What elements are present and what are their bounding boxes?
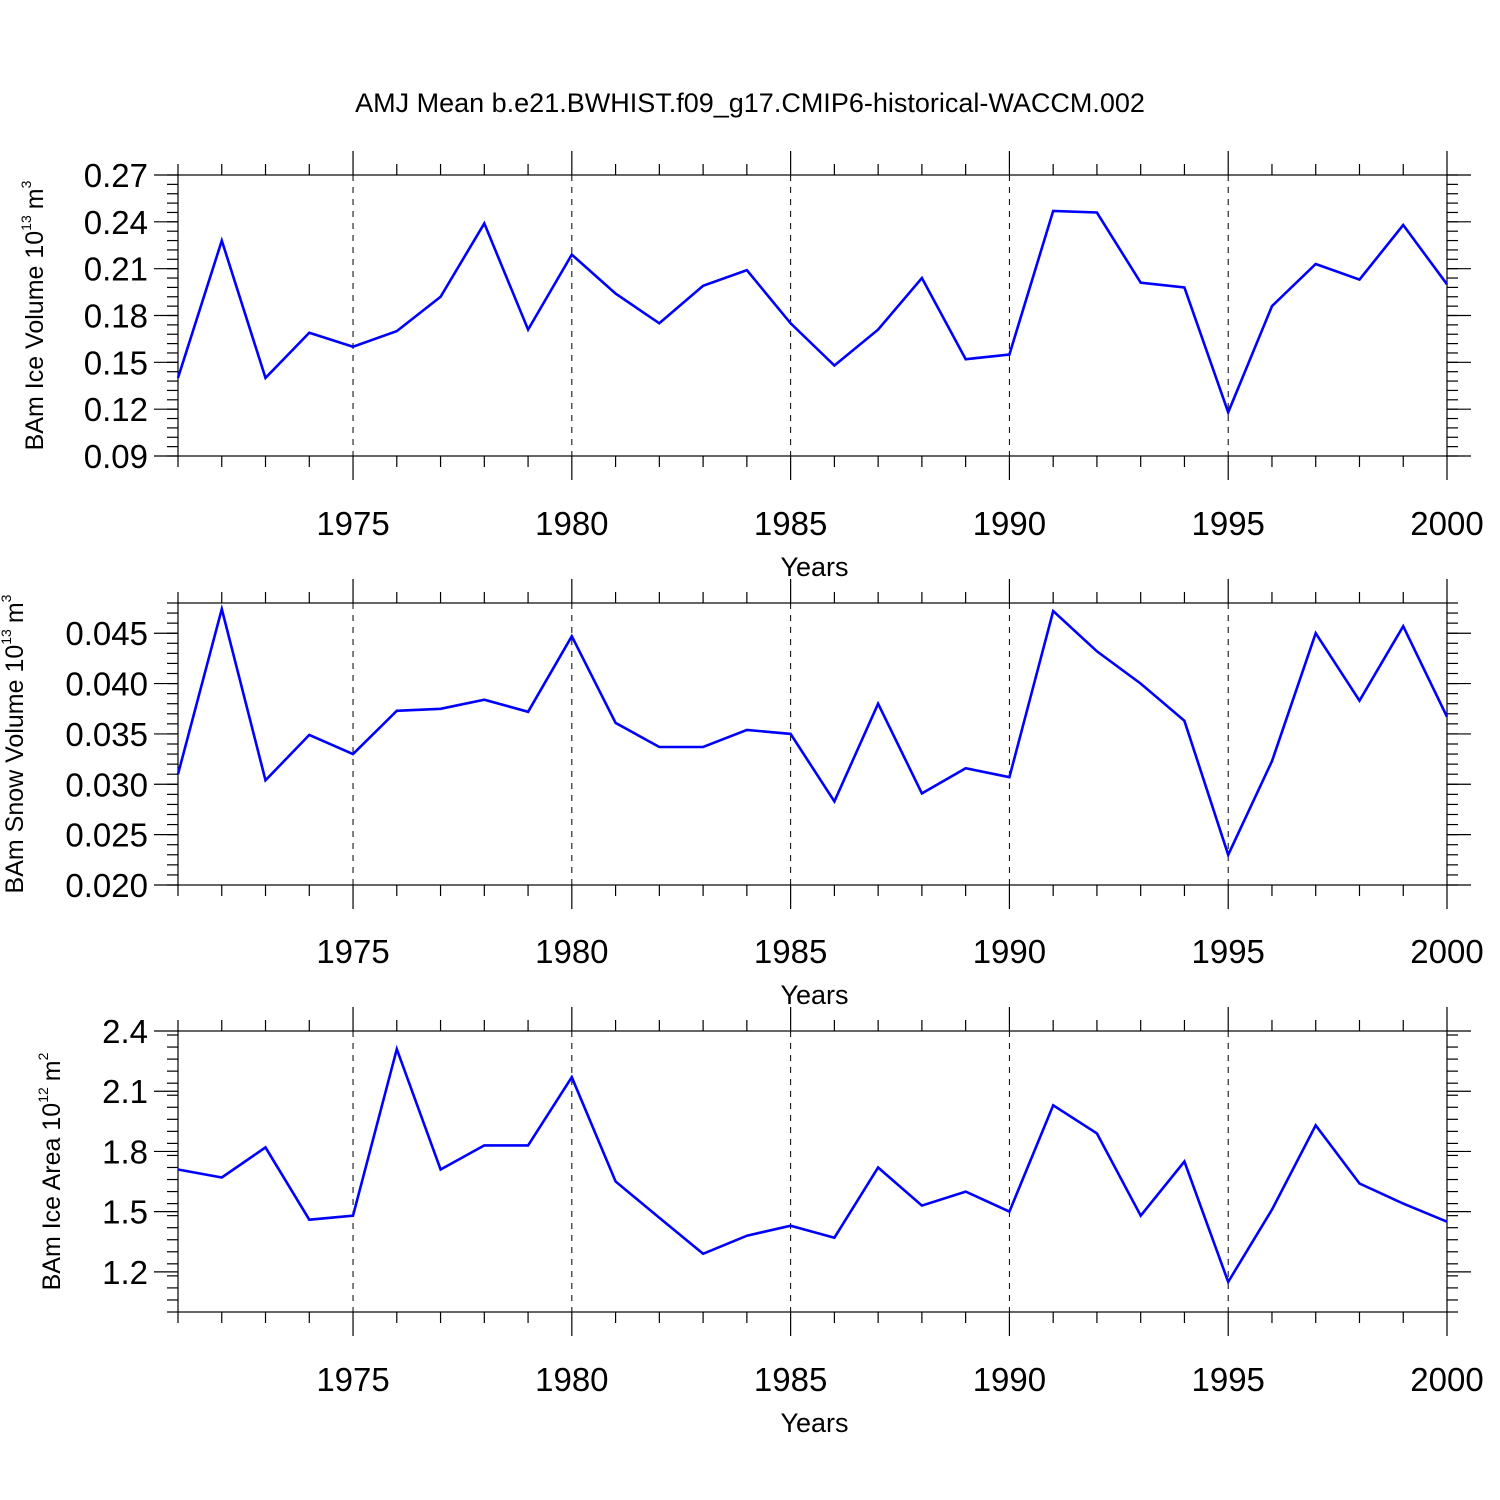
y-tick-label: 2.1: [102, 1073, 148, 1110]
y-tick-label: 1.8: [102, 1133, 148, 1170]
y-tick-label: 0.045: [65, 615, 148, 652]
y-axis-label: BAm Ice Area 1012m2: [35, 1052, 66, 1290]
x-axis-label: Years: [780, 552, 848, 582]
y-tick-label: 2.4: [102, 1013, 148, 1050]
plot-frame: [177, 602, 1448, 886]
x-axis-label: Years: [780, 980, 848, 1010]
y-tick-label: 0.030: [65, 766, 148, 803]
y-tick-label: 0.09: [84, 438, 148, 475]
y-tick-label: 0.15: [84, 344, 148, 381]
series-line: [177, 1044, 1448, 1285]
chart-panel-2: 1975 1980 1985 1990 1995 2000 0.020 0.025 0.030 0…: [0, 579, 1484, 1010]
plot-frame: [177, 1030, 1448, 1313]
series-line: [176, 209, 1449, 416]
y-tick-label: 0.040: [65, 666, 148, 703]
y-tick-label: 0.27: [84, 157, 148, 194]
y-tick-label: 1.5: [102, 1194, 148, 1231]
y-tick-label: 0.12: [84, 391, 148, 428]
x-tick-label: 2000: [1410, 1361, 1483, 1398]
x-tick-label: 1995: [1191, 505, 1264, 542]
y-axis-label: BAm Snow Volume 1013m3: [0, 594, 29, 893]
y-tick-label: 0.21: [84, 251, 148, 288]
x-tick-label: 1980: [535, 1361, 608, 1398]
y-tick-label: 0.24: [84, 204, 148, 241]
x-tick-label: 1985: [754, 1361, 827, 1398]
x-tick-label: 1995: [1191, 933, 1264, 970]
x-tick-label: 1975: [316, 1361, 389, 1398]
series-line: [176, 603, 1449, 859]
y-tick-label: 0.18: [84, 298, 148, 335]
x-tick-label: 1975: [316, 505, 389, 542]
y-tick-label: 0.035: [65, 716, 148, 753]
y-axis-label: BAm Ice Volume 1013m3: [18, 180, 49, 450]
y-tick-label: 0.020: [65, 867, 148, 904]
x-tick-label: 1975: [316, 933, 389, 970]
x-tick-label: 1980: [535, 505, 608, 542]
y-tick-label: 0.025: [65, 817, 148, 854]
x-tick-label: 2000: [1410, 505, 1483, 542]
chart-panel-1: 1975 1980 1985 1990 1995 2000 0.09 0.12 0.15 0.18…: [18, 151, 1484, 582]
y-tick-label: 1.2: [102, 1254, 148, 1291]
chart-panel-3: 1975 1980 1985 1990 1995 2000 1.2 1.5 1.8 2.1 2.4 Y…: [35, 1007, 1484, 1438]
x-tick-label: 1995: [1191, 1361, 1264, 1398]
x-tick-label: 1990: [973, 933, 1046, 970]
x-tick-label: 1985: [754, 933, 827, 970]
x-tick-label: 1985: [754, 505, 827, 542]
x-axis-label: Years: [780, 1408, 848, 1438]
plot-frame: [177, 174, 1448, 457]
x-tick-label: 1980: [535, 933, 608, 970]
figure-title: AMJ Mean b.e21.BWHIST.f09_g17.CMIP6-hist…: [355, 88, 1145, 118]
x-tick-label: 1990: [973, 505, 1046, 542]
x-tick-label: 1990: [973, 1361, 1046, 1398]
x-tick-label: 2000: [1410, 933, 1483, 970]
